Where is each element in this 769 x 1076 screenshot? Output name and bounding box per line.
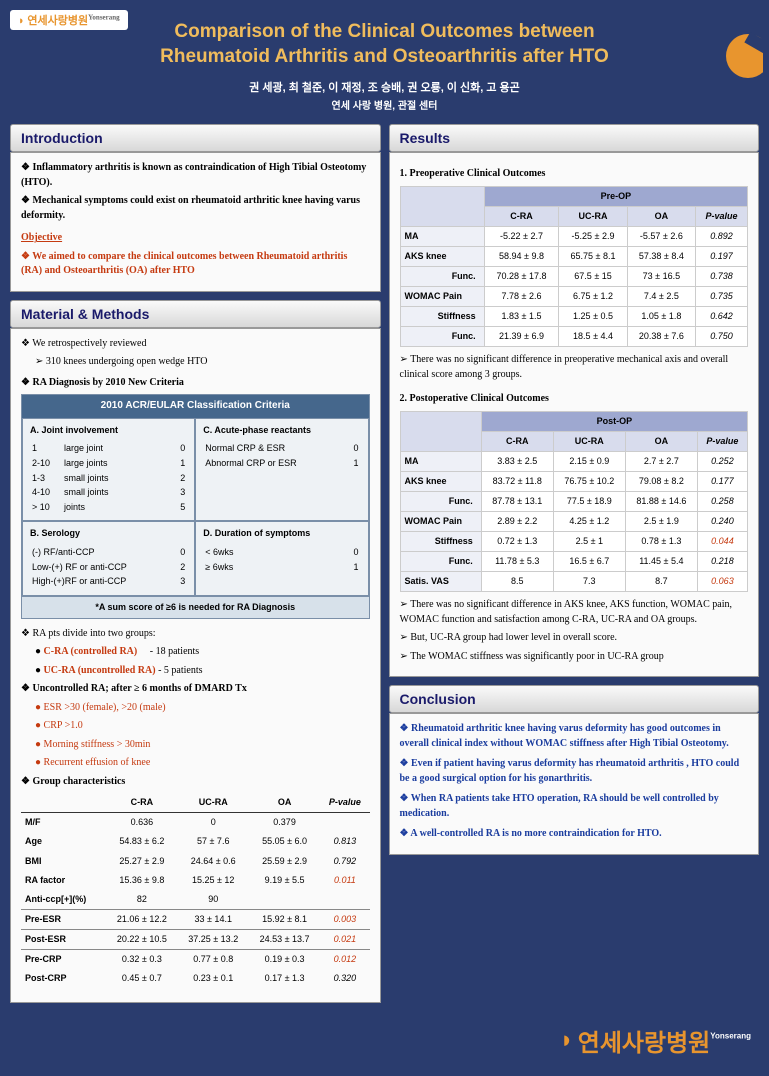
conc-4: A well-controlled RA is no more contrain… bbox=[400, 827, 749, 842]
authors: 권 세광, 최 철준, 이 재정, 조 승배, 권 오룡, 이 신화, 고 용곤 bbox=[18, 79, 751, 95]
results-note1: There was no significant difference in p… bbox=[400, 353, 749, 382]
methods-header: Material & Methods bbox=[10, 300, 381, 328]
results-note4: The WOMAC stiffness was significantly po… bbox=[400, 650, 749, 665]
results-note3: But, UC-RA group had lower level in over… bbox=[400, 631, 749, 646]
results-panel: 1. Preoperative Clinical Outcomes Pre-OP… bbox=[389, 152, 760, 677]
group-ucra: UC-RA (uncontrolled RA) - 5 patients bbox=[35, 664, 370, 679]
footer-brand: 연세사랑병원 bbox=[578, 1030, 710, 1057]
objective-label: Objective bbox=[21, 231, 370, 246]
criteria-B: B. Serology (-) RF/anti-CCP0Low-(+) RF o… bbox=[22, 521, 195, 595]
poster-title: Comparison of the Clinical Outcomes betw… bbox=[18, 20, 751, 69]
conc-1: Rheumatoid arthritic knee having varus d… bbox=[400, 722, 749, 751]
unc-1: ESR >30 (female), >20 (male) bbox=[35, 701, 370, 716]
conclusion-panel: Rheumatoid arthritic knee having varus d… bbox=[389, 713, 760, 855]
results-sub1: 1. Preoperative Clinical Outcomes bbox=[400, 167, 749, 182]
diag-text: RA Diagnosis by 2010 New Criteria bbox=[21, 376, 370, 391]
unc-3: Morning stiffness > 30min bbox=[35, 738, 370, 753]
conc-2: Even if patient having varus deformity h… bbox=[400, 757, 749, 786]
methods-panel: We retrospectively reviewed 310 knees un… bbox=[10, 328, 381, 1003]
intro-bullet-1: Inflammatory arthritis is known as contr… bbox=[21, 161, 370, 190]
poster-root: ◗ 연세사랑병원Yonserang Comparison of the Clin… bbox=[0, 0, 769, 1076]
criteria-A: A. Joint involvement 1large joint02-10la… bbox=[22, 418, 195, 522]
criteria-box: 2010 ACR/EULAR Classification Criteria A… bbox=[21, 394, 370, 618]
criteria-title: 2010 ACR/EULAR Classification Criteria bbox=[22, 395, 369, 418]
right-column: Results 1. Preoperative Clinical Outcome… bbox=[389, 124, 760, 1010]
corner-decoration bbox=[703, 26, 763, 86]
results-note2: There was no significant difference in A… bbox=[400, 598, 749, 627]
criteria-footer: *A sum score of ≥6 is needed for RA Diag… bbox=[22, 596, 369, 618]
objective-text: We aimed to compare the clinical outcome… bbox=[21, 250, 370, 279]
left-column: Introduction Inflammatory arthritis is k… bbox=[10, 124, 381, 1010]
footer-logo-icon: ◗ bbox=[559, 1026, 574, 1053]
grp-char-label: Group characteristics bbox=[21, 775, 370, 790]
conc-3: When RA patients take HTO operation, RA … bbox=[400, 792, 749, 821]
review-text: We retrospectively reviewed bbox=[21, 337, 370, 352]
groups-intro: RA pts divide into two groups: bbox=[21, 627, 370, 642]
header: ◗ 연세사랑병원Yonserang Comparison of the Clin… bbox=[6, 6, 763, 124]
preop-table: Pre-OP C-RAUC-RAOAP-valueMA-5.22 ± 2.7-5… bbox=[400, 186, 749, 347]
affiliation: 연세 사랑 병원, 관절 센터 bbox=[18, 97, 751, 112]
criteria-C: C. Acute-phase reactants Normal CRP & ES… bbox=[195, 418, 368, 522]
results-sub2: 2. Postoperative Clinical Outcomes bbox=[400, 392, 749, 407]
group-cra: C-RA (controlled RA) - 18 patients bbox=[35, 645, 370, 660]
intro-panel: Inflammatory arthritis is known as contr… bbox=[10, 152, 381, 292]
unc-header: Uncontrolled RA; after ≥ 6 months of DMA… bbox=[21, 682, 370, 697]
criteria-D: D. Duration of symptoms < 6wks0≥ 6wks1 bbox=[195, 521, 368, 595]
conclusion-header: Conclusion bbox=[389, 685, 760, 713]
intro-bullet-2: Mechanical symptoms could exist on rheum… bbox=[21, 194, 370, 223]
unc-4: Recurrent effusion of knee bbox=[35, 756, 370, 771]
postop-table: Post-OP C-RAUC-RAOAP-valueMA3.83 ± 2.52.… bbox=[400, 411, 749, 592]
results-header: Results bbox=[389, 124, 760, 152]
footer: ◗ 연세사랑병원Yonserang bbox=[6, 1011, 763, 1070]
logo-icon: ◗ bbox=[18, 15, 25, 27]
hospital-logo: ◗ 연세사랑병원Yonserang bbox=[10, 10, 128, 30]
characteristics-table: C-RAUC-RAOAP-valueM/F0.63600.379Age54.83… bbox=[21, 793, 370, 987]
review-sub: 310 knees undergoing open wedge HTO bbox=[35, 355, 370, 370]
unc-2: CRP >1.0 bbox=[35, 719, 370, 734]
intro-header: Introduction bbox=[10, 124, 381, 152]
